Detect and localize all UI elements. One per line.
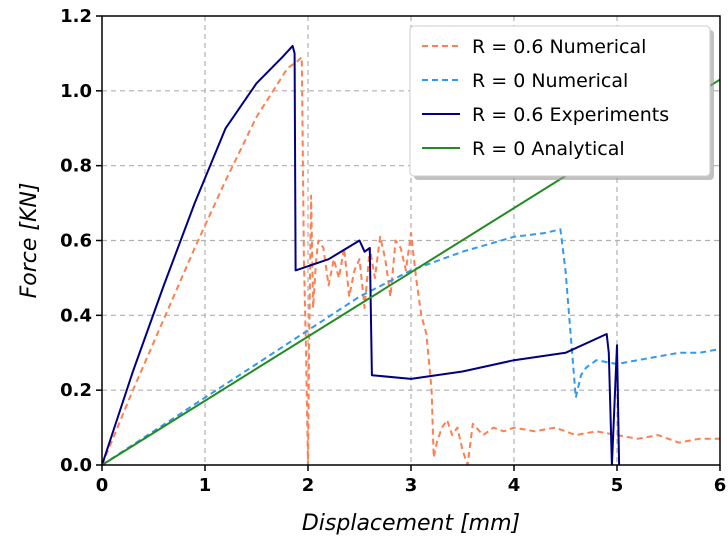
legend-entry: R = 0 Numerical	[472, 70, 628, 92]
x-tick-label: 1	[199, 475, 212, 496]
series-line-3	[102, 44, 621, 465]
y-tick-label: 0.2	[60, 380, 92, 401]
x-tick-label: 2	[302, 475, 315, 496]
x-tick-label: 4	[508, 475, 521, 496]
legend-box	[409, 25, 711, 177]
x-tick-label: 5	[611, 475, 624, 496]
y-tick-label: 0.0	[60, 455, 92, 476]
y-tick-label: 1.2	[60, 6, 92, 27]
series-line-2	[102, 228, 720, 465]
y-axis-label: Force [KN]	[17, 183, 42, 299]
x-tick-label: 3	[405, 475, 418, 496]
y-axis-ticks: 0.0 0.2 0.4 0.6 0.8 1.0 1.2	[60, 6, 102, 476]
x-tick-label: 6	[714, 475, 727, 496]
x-tick-label: 0	[96, 475, 109, 496]
series-line-1	[102, 56, 720, 465]
y-tick-label: 0.4	[60, 305, 92, 326]
y-tick-label: 0.6	[60, 231, 92, 252]
x-axis-label: Displacement [mm]	[302, 511, 520, 536]
y-tick-label: 0.8	[60, 156, 92, 177]
legend-entry: R = 0.6 Experiments	[472, 104, 669, 126]
x-axis-ticks: 0 1 2 3 4 5 6	[96, 465, 727, 496]
y-tick-label: 1.0	[60, 81, 92, 102]
legend-entry: R = 0.6 Numerical	[472, 36, 646, 58]
legend-entry: R = 0 Analytical	[472, 138, 625, 160]
legend: R = 0.6 Numerical R = 0 Numerical R = 0.6 …	[409, 25, 714, 180]
